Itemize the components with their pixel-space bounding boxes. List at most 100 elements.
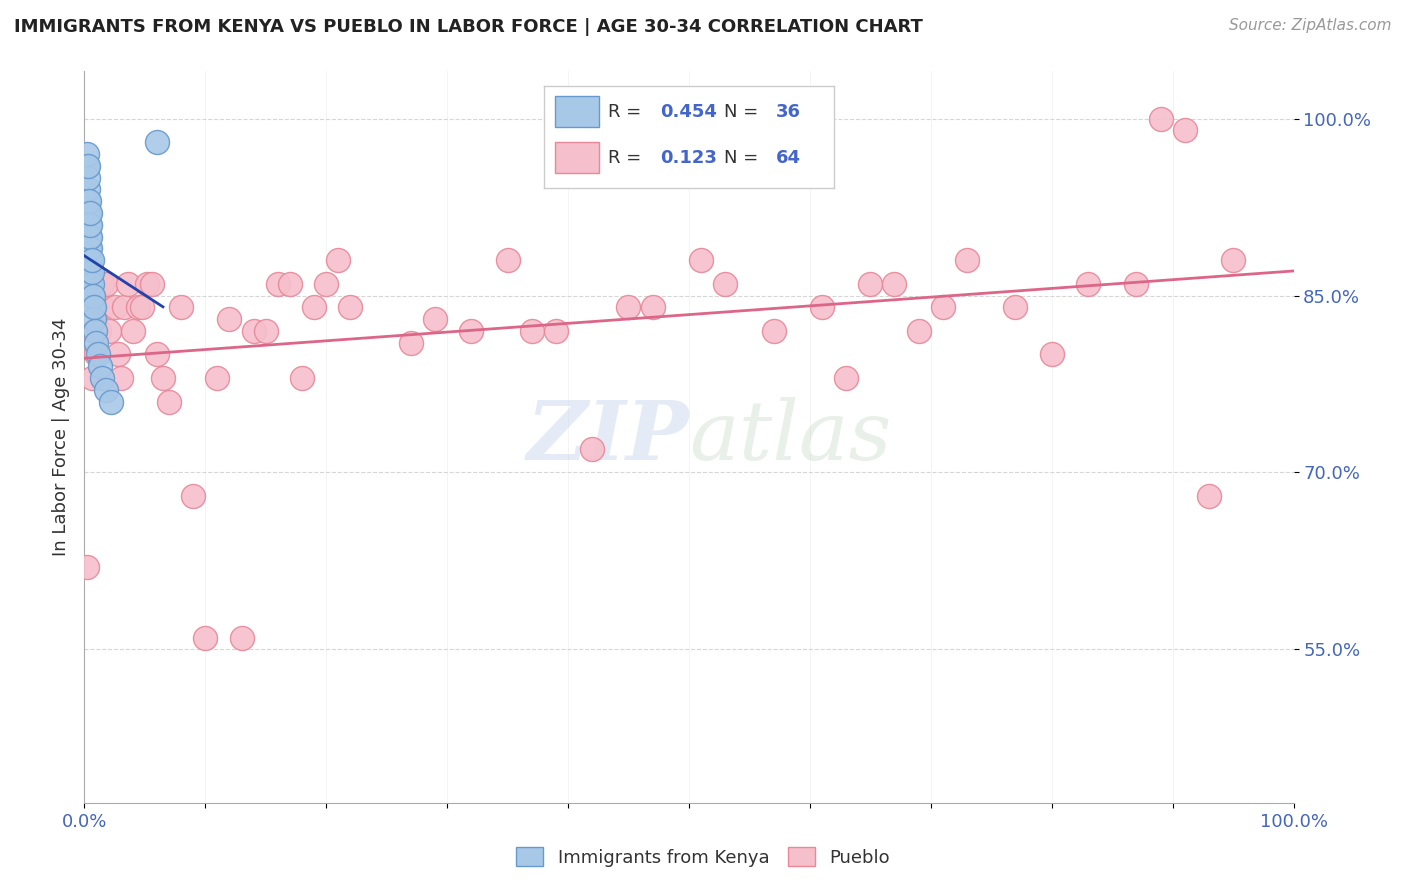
Point xyxy=(1040,347,1063,361)
Point xyxy=(80,288,103,302)
Point xyxy=(79,206,101,220)
Point xyxy=(762,324,785,338)
Point xyxy=(121,324,143,338)
Point xyxy=(82,301,104,315)
Point xyxy=(641,301,664,315)
Point xyxy=(112,301,135,315)
Point xyxy=(77,159,100,173)
Point xyxy=(76,559,98,574)
Point xyxy=(127,301,149,315)
Point xyxy=(231,631,253,645)
Point xyxy=(100,394,122,409)
Point xyxy=(835,371,858,385)
Point xyxy=(79,265,101,279)
Point xyxy=(104,301,127,315)
Point xyxy=(79,229,101,244)
Point xyxy=(131,301,153,315)
Point xyxy=(84,324,107,338)
Point xyxy=(423,312,446,326)
Point xyxy=(1222,253,1244,268)
Point xyxy=(690,253,713,268)
Point xyxy=(141,277,163,291)
Point xyxy=(328,253,350,268)
Point xyxy=(278,277,301,291)
Point xyxy=(399,335,422,350)
Point xyxy=(77,170,100,185)
Point xyxy=(170,301,193,315)
Point xyxy=(544,324,567,338)
Text: IMMIGRANTS FROM KENYA VS PUEBLO IN LABOR FORCE | AGE 30-34 CORRELATION CHART: IMMIGRANTS FROM KENYA VS PUEBLO IN LABOR… xyxy=(14,18,922,36)
Point xyxy=(1174,123,1197,137)
Text: Source: ZipAtlas.com: Source: ZipAtlas.com xyxy=(1229,18,1392,33)
Point xyxy=(80,277,103,291)
Legend: Immigrants from Kenya, Pueblo: Immigrants from Kenya, Pueblo xyxy=(509,840,897,874)
Point xyxy=(315,277,337,291)
Point xyxy=(83,301,105,315)
Point xyxy=(77,194,100,208)
Point xyxy=(1004,301,1026,315)
Point xyxy=(581,442,603,456)
Point xyxy=(77,206,100,220)
Point xyxy=(91,301,114,315)
Point xyxy=(110,371,132,385)
Point xyxy=(146,135,169,149)
Point xyxy=(94,383,117,397)
Point xyxy=(97,324,120,338)
Point xyxy=(152,371,174,385)
Point xyxy=(883,277,905,291)
Point xyxy=(91,277,114,291)
Point xyxy=(86,335,108,350)
Point xyxy=(86,347,108,361)
Point xyxy=(811,301,834,315)
Point xyxy=(218,312,240,326)
Point xyxy=(91,371,114,385)
Point xyxy=(83,312,105,326)
Point xyxy=(77,182,100,196)
Point xyxy=(157,394,180,409)
Point xyxy=(956,253,979,268)
Point xyxy=(194,631,217,645)
Point xyxy=(77,229,100,244)
Point xyxy=(1077,277,1099,291)
Point xyxy=(77,206,100,220)
Point xyxy=(859,277,882,291)
Point xyxy=(254,324,277,338)
Point xyxy=(1125,277,1147,291)
Point xyxy=(79,241,101,255)
Point xyxy=(136,277,159,291)
Point xyxy=(117,277,139,291)
Point xyxy=(77,218,100,232)
Point xyxy=(181,489,204,503)
Point xyxy=(520,324,543,338)
Y-axis label: In Labor Force | Age 30-34: In Labor Force | Age 30-34 xyxy=(52,318,70,557)
Point xyxy=(80,253,103,268)
Point xyxy=(932,301,955,315)
Point xyxy=(80,265,103,279)
Point xyxy=(80,371,103,385)
Point xyxy=(86,347,108,361)
Point xyxy=(82,288,104,302)
Point xyxy=(87,324,110,338)
Point xyxy=(77,194,100,208)
Point xyxy=(267,277,290,291)
Point xyxy=(94,277,117,291)
Point xyxy=(79,277,101,291)
Point xyxy=(207,371,229,385)
Point xyxy=(460,324,482,338)
Point xyxy=(89,359,111,374)
Point xyxy=(79,253,101,268)
Point xyxy=(76,147,98,161)
Point xyxy=(146,347,169,361)
Point xyxy=(907,324,929,338)
Point xyxy=(83,324,105,338)
Text: ZIP: ZIP xyxy=(526,397,689,477)
Point xyxy=(77,253,100,268)
Text: atlas: atlas xyxy=(689,397,891,477)
Point xyxy=(76,159,98,173)
Point xyxy=(617,301,640,315)
Point xyxy=(1149,112,1171,126)
Point xyxy=(79,218,101,232)
Point xyxy=(302,301,325,315)
Point xyxy=(496,253,519,268)
Point xyxy=(77,241,100,255)
